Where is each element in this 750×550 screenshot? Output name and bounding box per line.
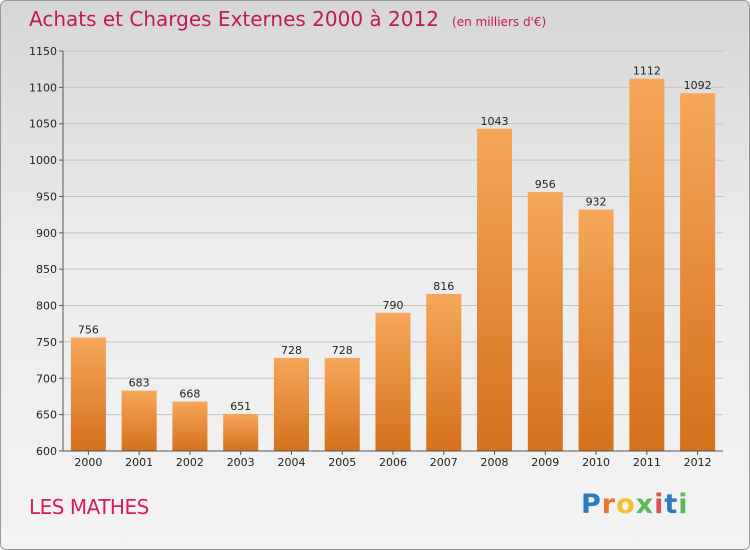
logo-letter: r: [601, 489, 617, 520]
y-tick-label: 1050: [29, 118, 57, 131]
value-label: 816: [433, 280, 454, 293]
bar-2001[interactable]: [121, 390, 157, 451]
y-tick-label: 700: [36, 372, 57, 385]
x-tick-label: 2012: [684, 456, 712, 469]
title-row: Achats et Charges Externes 2000 à 2012 (…: [29, 7, 546, 31]
value-label: 683: [129, 377, 150, 390]
logo-letter: i: [678, 489, 689, 520]
x-tick-label: 2004: [277, 456, 305, 469]
axis-layer: 600 650 700 750 800 850 900 950 1000 1050 1100 1150…: [29, 45, 723, 469]
x-tick-label: 2007: [430, 456, 458, 469]
value-label: 668: [179, 388, 200, 401]
bar-2002[interactable]: [172, 401, 208, 451]
y-tick-label: 1100: [29, 81, 57, 94]
logo-letter: P: [581, 489, 602, 520]
x-tick-label: 2001: [125, 456, 153, 469]
y-tick-label: 950: [36, 190, 57, 203]
x-tick-label: 2002: [176, 456, 204, 469]
bar-2009[interactable]: [527, 192, 563, 451]
bar-layer: 756 683 668 651 728 728 790 816 1043 956 932 1112 10…: [70, 65, 716, 452]
value-label: 756: [78, 324, 99, 337]
logo-letter: i: [654, 489, 665, 520]
value-label: 1043: [481, 115, 509, 128]
value-label: 956: [535, 178, 556, 191]
x-tick-label: 2009: [531, 456, 559, 469]
value-label: 651: [230, 400, 251, 413]
y-tick-label: 750: [36, 336, 57, 349]
value-label: 1112: [633, 65, 661, 78]
bar-2011[interactable]: [629, 78, 665, 452]
logo-letter: x: [635, 489, 655, 520]
value-label: 1092: [684, 79, 712, 92]
bar-2000[interactable]: [70, 337, 106, 451]
value-label: 932: [586, 196, 607, 209]
x-tick-label: 2010: [582, 456, 610, 469]
x-tick-label: 2011: [633, 456, 661, 469]
bar-2007[interactable]: [426, 293, 462, 451]
y-tick-label: 600: [36, 445, 57, 458]
y-tick-label: 850: [36, 263, 57, 276]
logo-letter: o: [616, 489, 636, 520]
x-tick-label: 2000: [74, 456, 102, 469]
y-tick-label: 650: [36, 409, 57, 422]
logo-letter: t: [664, 489, 679, 520]
y-tick-label: 800: [36, 300, 57, 313]
bar-2008[interactable]: [477, 128, 513, 451]
bar-2004[interactable]: [273, 357, 309, 451]
x-tick-label: 2003: [227, 456, 255, 469]
bar-2012[interactable]: [680, 93, 716, 451]
value-label: 790: [383, 299, 404, 312]
bar-2005[interactable]: [324, 357, 360, 451]
value-label: 728: [332, 344, 353, 357]
chart-unit: (en milliers d'€): [452, 15, 547, 29]
x-tick-label: 2006: [379, 456, 407, 469]
bar-2003[interactable]: [223, 413, 259, 451]
x-tick-label: 2008: [481, 456, 509, 469]
y-tick-label: 1150: [29, 45, 57, 58]
y-tick-label: 900: [36, 227, 57, 240]
proxiti-logo[interactable]: Proxiti: [581, 489, 689, 520]
y-tick-label: 1000: [29, 154, 57, 167]
value-label: 728: [281, 344, 302, 357]
bar-2010[interactable]: [578, 209, 614, 451]
x-tick-label: 2005: [328, 456, 356, 469]
commune-name: LES MATHES: [29, 495, 149, 519]
chart-title: Achats et Charges Externes 2000 à 2012: [29, 7, 439, 31]
bar-2006[interactable]: [375, 312, 411, 451]
